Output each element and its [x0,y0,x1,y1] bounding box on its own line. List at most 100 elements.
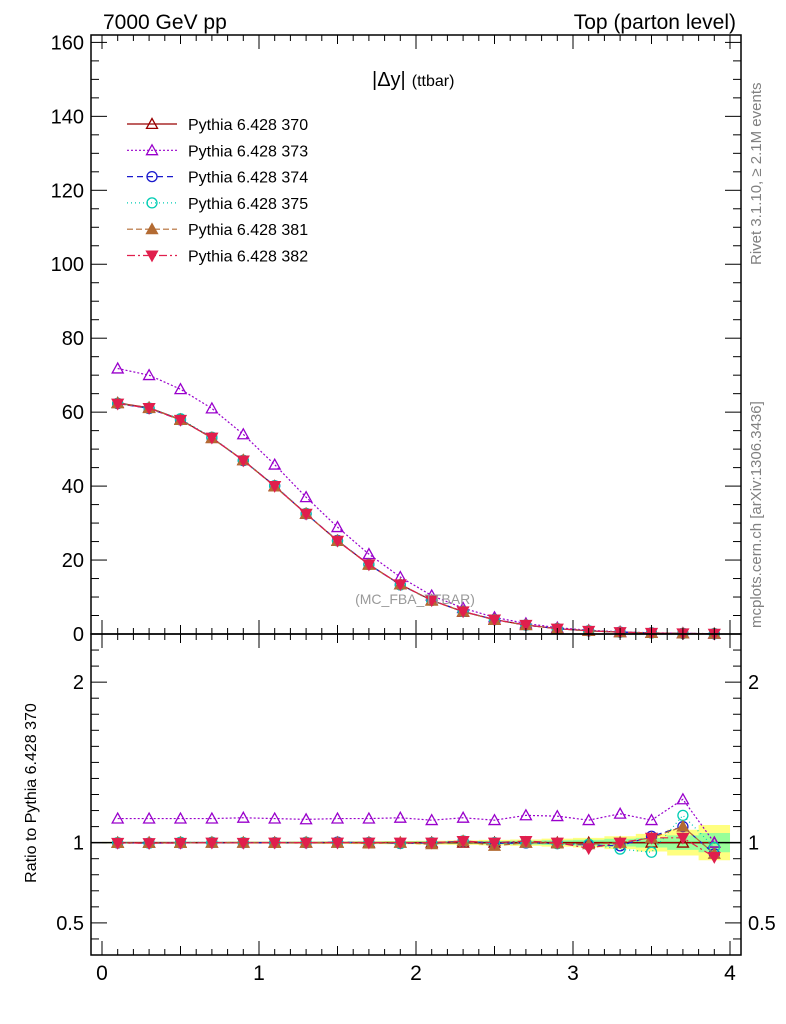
data-point-s382 [393,837,407,850]
data-point-s373 [173,811,188,824]
data-point-s382 [142,403,156,415]
data-point-s382 [362,837,376,850]
legend-marker [145,250,159,263]
data-point-s382 [676,832,690,845]
ratio-ylabel: Ratio to Pythia 6.428 370 [23,703,40,883]
data-point-s373 [142,368,156,381]
data-point-s370 [676,835,690,848]
data-point-s382 [330,837,345,850]
ratio-panel: 0.5 0.5 1 1 2 2 0 1 2 3 4 Ratio to Pythia 6.428 37… [23,633,776,985]
y-tick-label: 160 [51,32,84,54]
data-point-s382 [644,832,659,845]
x-tick-label: 3 [567,962,579,985]
data-point-s382 [456,835,470,848]
data-point-s375 [677,809,689,822]
plot-title-main: |Δy| [372,69,406,91]
x-tick-label: 0 [96,962,108,985]
y-tick-label: 0 [73,624,84,646]
legend-item-s374: Pythia 6.428 374 [127,170,308,187]
data-point-s373 [362,811,376,824]
y-tick-label-right: 0.5 [748,913,776,935]
ratio-plot-data [91,792,741,864]
legend-item-s381: Pythia 6.428 381 [127,222,308,239]
legend-label: Pythia 6.428 370 [188,117,308,134]
data-point-s382 [236,455,250,468]
legend-item-s375: Pythia 6.428 375 [127,196,308,213]
series-line-s382 [117,837,715,858]
data-point-s373 [582,813,596,826]
legend-label: Pythia 6.428 382 [188,249,308,266]
y-tick-label: 1 [73,833,84,855]
data-point-s381 [676,819,690,832]
plot-frame [90,633,742,956]
data-point-s373 [205,811,219,824]
legend-item-s370: Pythia 6.428 370 [127,117,308,134]
data-point-s382 [519,835,533,848]
mcplots-note: mcplots.cern.ch [arXiv:1306.3436] [748,401,765,628]
data-point-s382 [519,619,533,632]
data-point-s382 [142,838,156,850]
data-point-s373 [111,811,125,824]
y-tick-label-right: 1 [748,833,759,855]
y-tick-label: 140 [51,106,84,128]
data-point-s373 [173,382,188,395]
main-plot-data [111,361,721,641]
x-tick-label: 4 [724,962,736,985]
analysis-watermark: (MC_FBA_TTBAR) [355,591,475,607]
rivet-note: Rivet 3.1.10, ≥ 2.1M events [748,83,765,266]
data-point-s382 [425,595,439,608]
legend-label: Pythia 6.428 375 [188,196,308,213]
data-point-s373 [236,810,250,823]
data-point-s382 [299,837,313,850]
data-point-s373 [456,810,470,823]
legend-item-s382: Pythia 6.428 382 [127,249,308,266]
data-point-s382 [707,852,721,864]
data-point-s373 [205,401,219,414]
data-point-s373 [393,810,407,823]
ratio-axes: 0.5 0.5 1 1 2 2 0 1 2 3 4 [56,633,776,985]
y-tick-label: 80 [62,328,84,350]
data-point-s373 [550,809,564,822]
data-point-s382 [111,837,125,850]
data-point-s382 [236,837,250,850]
plot-title-sub: (ttbar) [412,73,455,90]
y-tick-label: 20 [62,550,84,572]
series-line-s382 [117,403,715,635]
data-point-s373 [268,457,282,470]
y-tick-label: 2 [73,672,84,694]
main-panel: (MC_FBA_TTBAR) |Δy| (ttbar) Pythia 6.428 … [51,32,742,646]
data-point-s382 [268,481,282,493]
legend-marker [145,222,159,235]
data-point-s382 [173,837,188,850]
data-point-s382 [456,606,470,619]
data-point-s373 [644,813,659,826]
y-tick-label: 0.5 [56,913,84,935]
data-point-s373 [330,520,345,533]
data-point-s382 [425,837,439,850]
data-point-s382 [205,837,219,850]
y-tick-label: 120 [51,180,84,202]
data-point-s373 [236,427,250,440]
x-tick-label: 1 [253,962,265,985]
legend-marker [145,117,159,130]
legend-marker [145,143,159,156]
y-tick-label: 40 [62,476,84,498]
data-point-s382 [550,837,564,850]
header-right: Top (parton level) [574,11,736,34]
data-point-s373 [299,490,313,503]
header-left: 7000 GeV pp [103,11,227,34]
data-point-s373 [142,811,156,824]
data-point-s373 [299,812,313,825]
data-point-s382 [173,414,188,427]
y-tick-label-right: 2 [748,672,759,694]
legend-marker [146,197,158,209]
data-point-s373 [268,811,282,824]
data-point-s382 [205,432,219,445]
data-point-s373 [330,811,345,824]
data-point-s373 [613,806,627,819]
legend-marker [146,170,158,183]
plot-title: |Δy| (ttbar) [372,69,454,91]
data-point-s375 [645,846,658,858]
data-point-s373 [676,792,690,805]
